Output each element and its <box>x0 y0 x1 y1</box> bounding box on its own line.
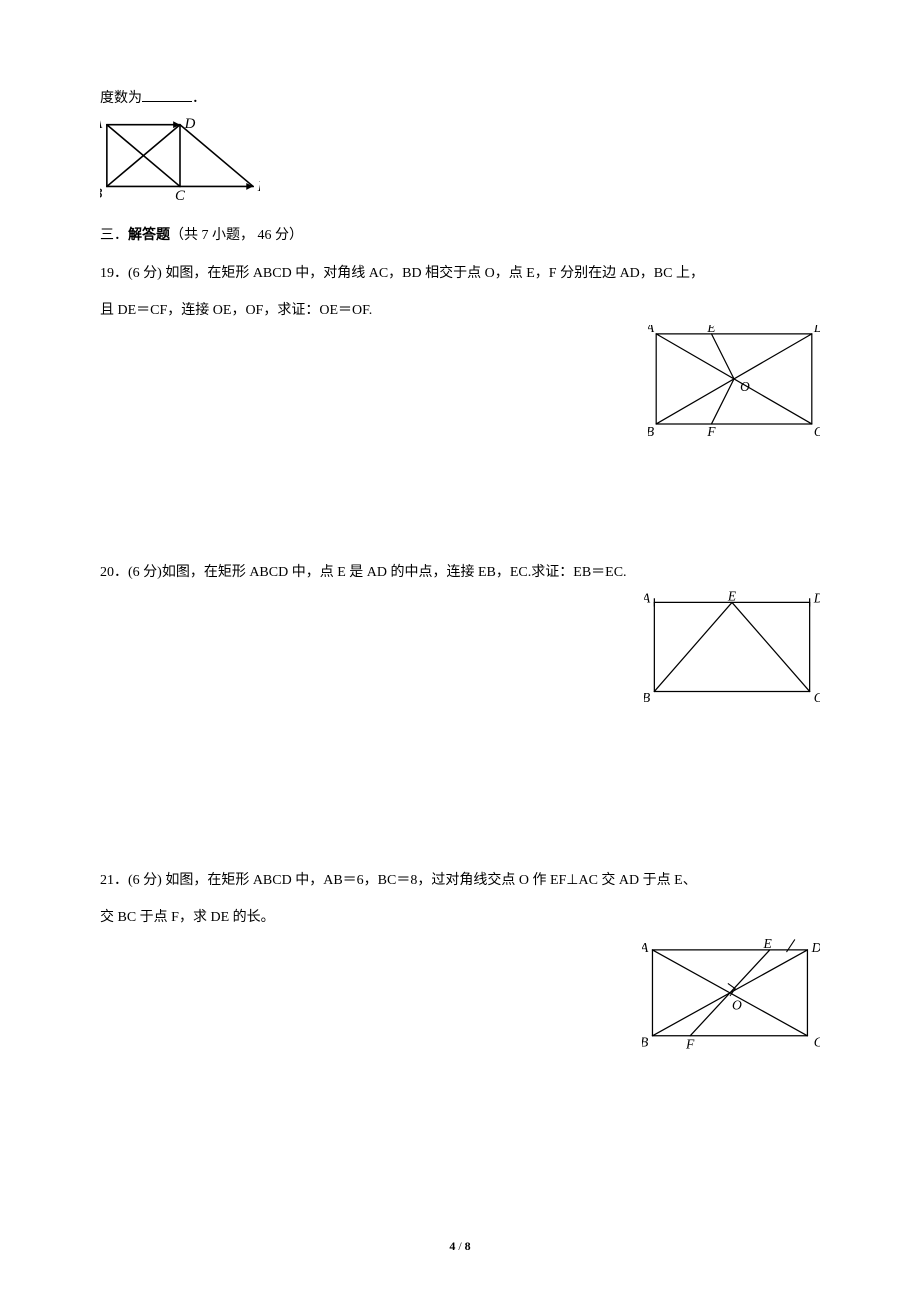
q19: 19．(6 分) 如图，在矩形 ABCD 中，对角线 AC，BD 相交于点 O，… <box>100 263 820 322</box>
q20-line1: 20．(6 分)如图，在矩形 ABCD 中，点 E 是 AD 的中点，连接 EB… <box>100 562 820 584</box>
svg-text:A: A <box>642 940 649 955</box>
q21-line1: 21．(6 分) 如图，在矩形 ABCD 中，AB＝6，BC＝8，过对角线交点 … <box>100 870 820 892</box>
section-3-prefix: 三． <box>100 228 128 243</box>
svg-text:C: C <box>814 690 820 705</box>
frag-figure: A D B C E <box>100 116 820 210</box>
svg-text:B: B <box>100 186 102 202</box>
svg-text:D: D <box>813 590 820 605</box>
svg-text:E: E <box>257 179 260 195</box>
page: 度数为 ． A D B C E 三．解答题（共 7 小题， 46 分） 19．(6 分) … <box>0 0 920 1302</box>
q21: 21．(6 分) 如图，在矩形 ABCD 中，AB＝6，BC＝8，过对角线交点 … <box>100 870 820 929</box>
svg-text:D: D <box>811 940 820 955</box>
frag-suffix: ． <box>192 91 206 106</box>
section-3-suffix: （共 7 小题， 46 分） <box>170 228 303 243</box>
svg-text:F: F <box>706 424 716 439</box>
section-3-bold: 解答题 <box>128 228 170 243</box>
page-footer: 4 / 8 <box>0 1237 920 1256</box>
frag-prefix: 度数为 <box>100 91 142 106</box>
svg-text:D: D <box>184 117 196 133</box>
svg-text:C: C <box>814 424 820 439</box>
frag-line: 度数为 ． <box>100 88 820 110</box>
svg-text:E: E <box>727 590 736 603</box>
section-3-title: 三．解答题（共 7 小题， 46 分） <box>100 225 820 247</box>
svg-text:C: C <box>175 189 186 203</box>
svg-text:O: O <box>732 998 742 1013</box>
q21-line2: 交 BC 于点 F，求 DE 的长。 <box>100 907 820 929</box>
svg-text:B: B <box>648 424 654 439</box>
q19-line1: 19．(6 分) 如图，在矩形 ABCD 中，对角线 AC，BD 相交于点 O，… <box>100 263 820 285</box>
q20: 20．(6 分)如图，在矩形 ABCD 中，点 E 是 AD 的中点，连接 EB… <box>100 562 820 584</box>
svg-text:F: F <box>685 1037 695 1052</box>
svg-text:B: B <box>644 690 650 705</box>
q20-figure: A E D B C <box>644 590 820 716</box>
svg-text:B: B <box>642 1035 649 1050</box>
svg-text:O: O <box>740 379 750 394</box>
svg-text:E: E <box>762 936 772 951</box>
q21-figure: A E D B F C O <box>642 936 820 1064</box>
svg-text:A: A <box>644 590 651 605</box>
footer-total: 8 <box>465 1239 471 1253</box>
svg-text:D: D <box>813 325 820 335</box>
frag-blank <box>142 88 192 102</box>
svg-text:C: C <box>814 1035 820 1050</box>
q19-figure: A E D B F C O <box>648 325 820 449</box>
q19-line2: 且 DE＝CF，连接 OE，OF，求证：OE＝OF. <box>100 300 820 322</box>
svg-text:A: A <box>648 325 655 335</box>
svg-text:A: A <box>100 117 103 133</box>
footer-sep: / <box>455 1239 464 1253</box>
svg-text:E: E <box>706 325 715 335</box>
